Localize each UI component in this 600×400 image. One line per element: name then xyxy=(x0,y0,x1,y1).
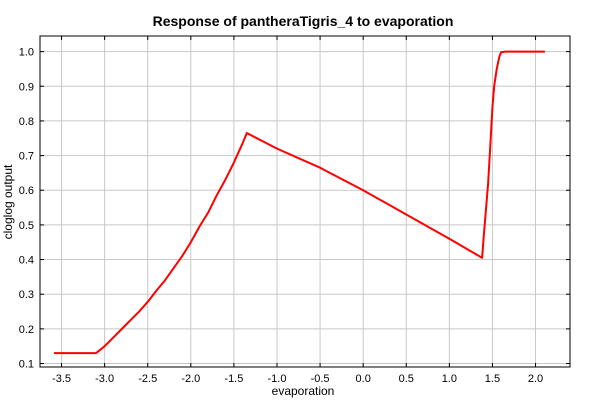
data-point xyxy=(190,241,192,243)
data-point xyxy=(147,301,149,303)
data-point xyxy=(224,179,226,181)
y-tick-label: 0.4 xyxy=(19,255,34,267)
data-point xyxy=(487,182,489,184)
data-point xyxy=(448,238,450,240)
x-tick-label: -2.5 xyxy=(138,373,157,385)
y-tick-label: 0.7 xyxy=(19,151,34,163)
axis-ticks: -3.5 -3.0 -2.5 -2.0 -1.5 -1.0 -0.5 0.0 0.5 1.0 1.5… xyxy=(19,36,570,385)
grid-lines xyxy=(40,36,570,367)
data-point xyxy=(129,319,132,321)
data-point xyxy=(490,137,492,139)
data-point xyxy=(504,51,506,53)
x-tick-label: -1.5 xyxy=(224,373,243,385)
data-point xyxy=(216,194,218,197)
y-tick-label: 1.0 xyxy=(19,47,34,59)
data-point xyxy=(104,345,106,347)
data-point xyxy=(500,51,502,53)
x-tick-label: -0.5 xyxy=(311,373,330,385)
data-point xyxy=(99,349,101,351)
x-tick-label: -1.0 xyxy=(268,373,287,385)
data-point xyxy=(164,279,166,281)
data-point xyxy=(198,226,201,228)
data-point xyxy=(481,257,483,259)
data-point xyxy=(493,85,495,87)
chart-title: Response of pantheraTigris_4 to evaporat… xyxy=(153,13,454,29)
x-tick-label: 1.0 xyxy=(442,373,457,385)
data-point xyxy=(138,310,140,313)
x-tick-label: -3.5 xyxy=(52,373,71,385)
y-tick-label: 0.1 xyxy=(19,359,34,371)
data-point xyxy=(491,106,494,108)
x-axis-label: evaporation xyxy=(272,384,335,398)
x-tick-label: 1.5 xyxy=(485,373,500,385)
x-tick-label: -3.0 xyxy=(95,373,114,385)
data-point xyxy=(498,56,500,58)
data-point xyxy=(543,51,545,53)
data-point xyxy=(112,336,114,339)
x-tick-label: -2.0 xyxy=(181,373,200,385)
data-point xyxy=(121,328,123,330)
y-tick-label: 0.9 xyxy=(19,81,34,93)
data-point xyxy=(207,212,209,214)
plot-frame xyxy=(39,35,571,368)
x-tick-label: 0.5 xyxy=(399,373,414,385)
x-tick-label: 0.0 xyxy=(356,373,371,385)
y-tick-label: 0.8 xyxy=(19,116,34,128)
y-tick-label: 0.5 xyxy=(19,220,34,232)
data-point xyxy=(496,68,498,70)
y-axis-label: cloglog output xyxy=(1,164,15,239)
data-point xyxy=(246,132,248,134)
data-point xyxy=(172,267,175,269)
data-point xyxy=(155,290,157,292)
data-point xyxy=(95,352,97,354)
y-tick-label: 0.6 xyxy=(19,185,34,197)
data-point xyxy=(319,167,321,169)
data-point xyxy=(483,234,485,236)
y-tick-label: 0.2 xyxy=(19,324,34,336)
data-point xyxy=(54,352,56,354)
data-point xyxy=(181,255,183,257)
y-tick-label: 0.3 xyxy=(19,289,34,301)
series-layer xyxy=(53,50,546,355)
data-point xyxy=(362,189,364,191)
data-point xyxy=(405,213,407,216)
data-point xyxy=(233,161,235,164)
data-point xyxy=(241,142,244,145)
x-tick-label: 2.0 xyxy=(528,373,543,385)
data-point xyxy=(276,148,278,150)
